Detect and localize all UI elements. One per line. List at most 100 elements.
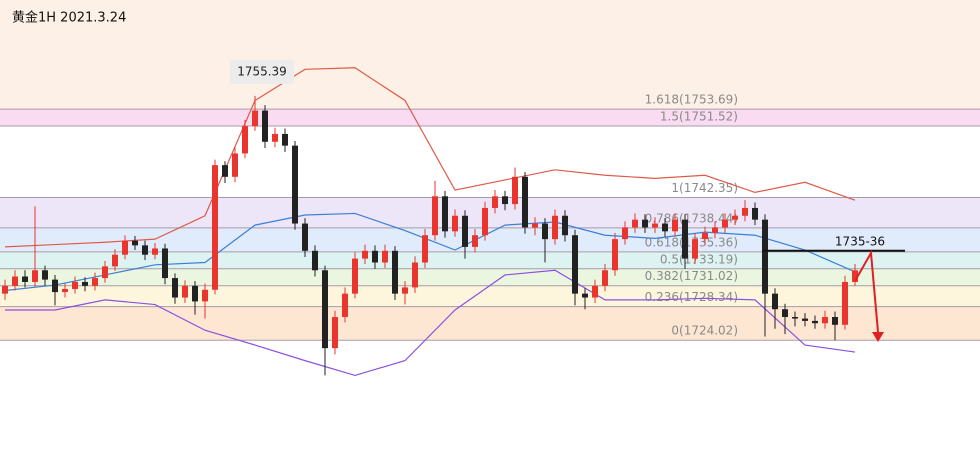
candle-body — [42, 270, 48, 280]
candle-body — [292, 145, 298, 224]
candle-body — [462, 215, 468, 247]
candle-body — [382, 250, 388, 263]
band-line — [4, 67, 856, 248]
candle-body — [502, 196, 508, 205]
candle-body — [332, 317, 338, 349]
fib-label: 1(1742.35) — [671, 181, 738, 195]
candle-body — [172, 278, 178, 298]
candle-body — [22, 276, 28, 282]
candle-body — [82, 281, 88, 286]
candle-body — [282, 133, 288, 146]
candle-body — [322, 270, 328, 349]
candle-body — [2, 285, 8, 294]
candle-body — [432, 196, 438, 236]
candle-body — [622, 227, 628, 240]
candle-body — [702, 232, 708, 240]
candle-body — [532, 223, 538, 228]
candle-body — [372, 250, 378, 263]
plot-area: 1755.39 1735-36 — [2, 59, 905, 377]
fib-zone — [0, 285, 980, 307]
candle-body — [782, 309, 788, 318]
fib-label: 0.5(1733.19) — [660, 252, 738, 266]
candle-body — [312, 250, 318, 271]
candle-body — [112, 254, 118, 267]
candle-body — [32, 270, 38, 282]
candle-body — [652, 223, 658, 228]
fib-label: 0.382(1731.02) — [645, 269, 738, 283]
candle-body — [672, 219, 678, 232]
candle-body — [102, 266, 108, 279]
candle-body — [802, 318, 808, 321]
candle-body — [582, 293, 588, 298]
candle-body — [402, 287, 408, 294]
candle-body — [362, 250, 368, 259]
fib-zone — [0, 0, 980, 110]
candle-body — [572, 235, 578, 294]
fib-zones: 0(1724.02) 0.236(1728.34) 0.382(1731.02) 0.… — [0, 0, 980, 341]
candle-body — [772, 293, 778, 310]
fib-zone — [0, 268, 980, 286]
candle-body — [212, 165, 218, 290]
fib-zone — [0, 251, 980, 269]
candle-body — [342, 293, 348, 318]
candle-body — [762, 219, 768, 294]
candle-body — [62, 288, 68, 293]
candle-body — [602, 270, 608, 286]
candle-body — [792, 317, 798, 319]
candle-body — [122, 240, 128, 255]
candle-body — [662, 223, 668, 232]
candle-body — [392, 250, 398, 294]
candle-body — [262, 110, 268, 142]
peak-box — [230, 59, 294, 84]
candle-body — [842, 281, 848, 325]
candle-body — [752, 207, 758, 220]
candle-body — [542, 223, 548, 240]
candle-body — [142, 245, 148, 255]
fib-zone — [0, 126, 980, 198]
candle-body — [12, 276, 18, 286]
candle-body — [592, 285, 598, 298]
fib-zone — [0, 109, 980, 127]
candle-body — [742, 207, 748, 216]
candle-body — [512, 176, 518, 205]
forecast-arrow — [854, 249, 879, 333]
candle-body — [482, 207, 488, 236]
candle-body — [812, 320, 818, 324]
candle-body — [182, 285, 188, 298]
peak-label: 1755.39 — [237, 64, 287, 78]
candle-body — [732, 215, 738, 220]
candle-body — [632, 219, 638, 228]
candle-body — [442, 196, 448, 232]
candle-body — [852, 270, 858, 282]
fib-label: 1.5(1751.52) — [660, 110, 738, 124]
candle-body — [302, 223, 308, 251]
candle-body — [492, 196, 498, 208]
candle-body — [162, 248, 168, 279]
candle-body — [522, 176, 528, 228]
target-label: 1735-36 — [835, 234, 885, 248]
candle-body — [562, 215, 568, 236]
candle-body — [52, 279, 58, 293]
band-line — [5, 269, 856, 377]
fib-label: 0(1724.02) — [671, 324, 738, 338]
candle-body — [72, 281, 78, 289]
candle-body — [92, 278, 98, 286]
candle-body — [152, 248, 158, 255]
fib-zone — [0, 306, 980, 341]
candle-body — [612, 239, 618, 271]
candle-body — [722, 219, 728, 228]
candle-body — [472, 235, 478, 247]
candle-body — [682, 219, 688, 259]
candle-body — [692, 239, 698, 259]
candle-body — [452, 215, 458, 232]
candle-body — [202, 289, 208, 302]
fib-zone — [0, 197, 980, 228]
candle-body — [832, 317, 838, 325]
candle-body — [422, 235, 428, 263]
candle-body — [822, 317, 828, 324]
candle-body — [132, 240, 138, 246]
candle-body — [552, 215, 558, 240]
chart-title: 黄金1H 2021.3.24 — [12, 10, 126, 26]
